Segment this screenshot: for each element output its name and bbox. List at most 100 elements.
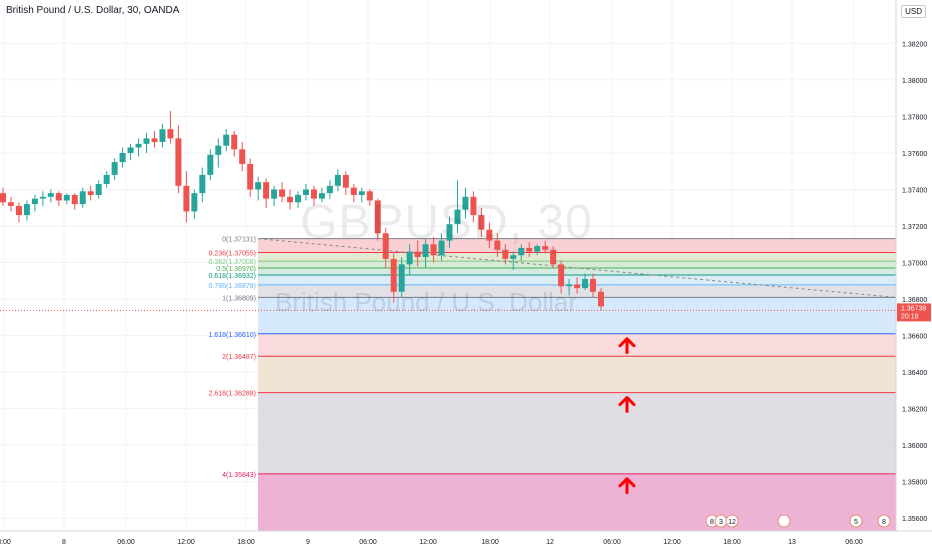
candle-body (271, 189, 278, 199)
fib-zone (258, 252, 896, 262)
x-tick-label: 3:00 (0, 539, 11, 546)
candle-body (582, 278, 589, 289)
candle (47, 189, 54, 203)
candle-body (175, 138, 182, 186)
fib-zone (258, 261, 896, 269)
candle-body (478, 215, 485, 230)
candle (302, 184, 309, 201)
candle-body (111, 162, 118, 175)
candle (438, 233, 445, 261)
candle-body (287, 196, 294, 203)
candle (374, 198, 381, 241)
candle (558, 260, 565, 294)
fib-label: 0(1.37131) (222, 237, 256, 244)
candle (566, 278, 573, 296)
candle (127, 143, 134, 161)
candle-body (103, 174, 110, 185)
candle-body (79, 191, 86, 205)
candle-body (135, 143, 142, 148)
candle-body (470, 196, 477, 216)
candle-body (215, 145, 222, 155)
up-arrow-icon (618, 337, 636, 354)
candle-body (143, 138, 150, 144)
candle-body (374, 200, 381, 234)
x-tick-label: 18:00 (481, 539, 499, 546)
candle (494, 233, 501, 258)
candle-body (590, 278, 597, 292)
candle-body (71, 194, 78, 205)
current-price-tag (897, 303, 931, 322)
candle-body (318, 193, 325, 199)
candle-body (558, 264, 565, 287)
fib-label: 2(1.36487) (222, 354, 256, 361)
x-tick-label: 06:00 (845, 539, 863, 546)
badge-count: 5 (854, 519, 858, 526)
y-tick-label: 1.36200 (902, 407, 927, 414)
candle (326, 180, 333, 199)
y-tick-label: 1.37600 (902, 151, 927, 158)
candle (430, 236, 437, 263)
y-tick-label: 1.38200 (902, 41, 927, 48)
candle (454, 180, 461, 234)
candle-body (438, 240, 445, 256)
candle-body (223, 134, 230, 146)
currency-button[interactable]: USD (901, 5, 926, 18)
candle (574, 277, 581, 294)
y-tick-label: 1.37200 (902, 224, 927, 231)
candle (111, 158, 118, 181)
candle-body (263, 182, 270, 199)
candle (590, 273, 597, 298)
candle-body (350, 187, 357, 195)
event-badge: 3 (714, 514, 728, 528)
trend-line (257, 238, 897, 298)
candle-body (151, 138, 158, 143)
candle (398, 257, 405, 298)
up-arrow-icon (618, 477, 636, 494)
candle-body (302, 189, 309, 195)
candle (7, 196, 14, 212)
candle-body (574, 284, 581, 289)
event-badges: 8 3 12 5 8 (705, 514, 891, 528)
badge-circle (877, 514, 891, 528)
candle-body (502, 249, 509, 259)
candle-body (534, 246, 541, 252)
candle-body (390, 258, 397, 292)
candle-body (247, 163, 254, 190)
candle (318, 187, 325, 203)
candle-body (191, 193, 198, 212)
candle-body (279, 189, 286, 197)
event-badge: 8 (877, 514, 891, 528)
candle (582, 273, 589, 290)
event-badge: 5 (849, 514, 863, 528)
candle (390, 253, 397, 303)
x-tick-label: 12 (546, 539, 554, 546)
candle-body (47, 193, 54, 197)
y-tick-label: 1.37400 (902, 187, 927, 194)
candle (422, 238, 429, 269)
badge-circle (777, 514, 791, 528)
candle (518, 244, 525, 261)
candle-body (31, 198, 38, 205)
candle (279, 182, 286, 203)
candle-body (39, 196, 46, 199)
candle (95, 180, 102, 199)
y-tick-label: 1.38000 (902, 78, 927, 85)
candle (207, 149, 214, 181)
candle-body (207, 154, 214, 175)
candle-body (382, 233, 389, 259)
candle-body (334, 174, 341, 186)
candle (231, 131, 238, 157)
event-badge: 12 (725, 514, 739, 528)
x-tick-label: 06:00 (603, 539, 621, 546)
fib-label: 0.382(1.37008) (209, 259, 256, 266)
candle-body (119, 152, 126, 163)
candle (215, 138, 222, 168)
candle-body (542, 246, 549, 250)
candle (406, 244, 413, 276)
watermark-symbol: GBPUSD, 30 (300, 196, 593, 249)
badge-count: 12 (728, 519, 736, 526)
time-axis-bg (0, 531, 932, 550)
candle (159, 123, 166, 148)
fib-label: 0.618(1.36932) (209, 273, 256, 280)
